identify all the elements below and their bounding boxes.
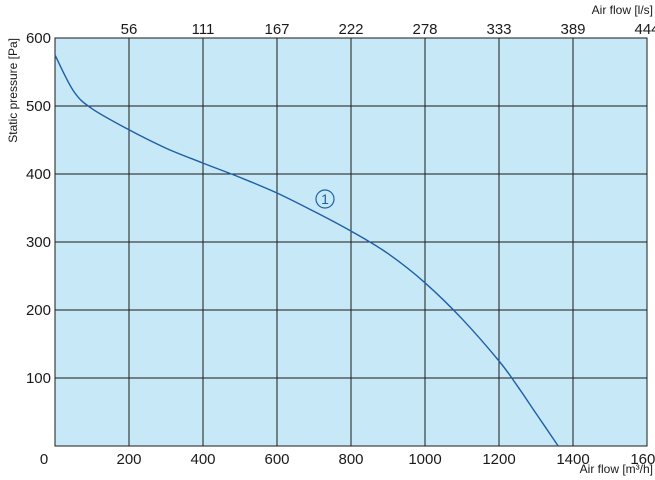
y-tick-label: 400	[26, 166, 51, 183]
x-tick-label: 600	[264, 451, 289, 468]
series-curve	[54, 54, 559, 447]
x-axis-title: Air flow [m³/h]	[580, 462, 653, 476]
x-tick-label: 1600	[630, 451, 655, 468]
x-tick-label: 200	[116, 451, 141, 468]
x2-tick-label: 111	[192, 21, 215, 38]
plot-border	[54, 37, 648, 447]
y-tick-labels: 100 200 300 400 500 600	[26, 30, 51, 387]
origin-label: 0	[40, 451, 48, 468]
x2-tick-label: 333	[486, 21, 511, 38]
curve-label-circle	[315, 189, 335, 209]
x2-tick-label: 222	[338, 21, 363, 38]
x2-tick-label: 167	[264, 21, 289, 38]
x-tick-label: 1200	[482, 451, 515, 468]
x-tick-labels: 200 400 600 800 1000 1200 1400 1600	[116, 451, 655, 468]
x-tick-label: 1000	[408, 451, 441, 468]
curve-label: 1	[321, 191, 329, 207]
x2-tick-labels: 56 111 167 222 278 333 389 444	[121, 21, 655, 38]
y-tick-label: 500	[26, 98, 51, 115]
y-tick-label: 300	[26, 234, 51, 251]
x2-axis-title: Air flow [l/s]	[592, 3, 653, 17]
x2-tick-label: 444	[634, 21, 655, 38]
x2-tick-label: 278	[412, 21, 437, 38]
y-tick-label: 100	[26, 370, 51, 387]
x-tick-label: 1400	[556, 451, 589, 468]
y-tick-label: 600	[26, 30, 51, 47]
x2-tick-label: 389	[560, 21, 585, 38]
x-tick-label: 800	[338, 451, 363, 468]
y-axis-title: Static pressure [Pa]	[6, 38, 20, 143]
x2-tick-label: 56	[121, 21, 138, 38]
curve-label-marker: 1	[315, 189, 335, 209]
x-tick-label: 400	[190, 451, 215, 468]
y-tick-label: 200	[26, 302, 51, 319]
